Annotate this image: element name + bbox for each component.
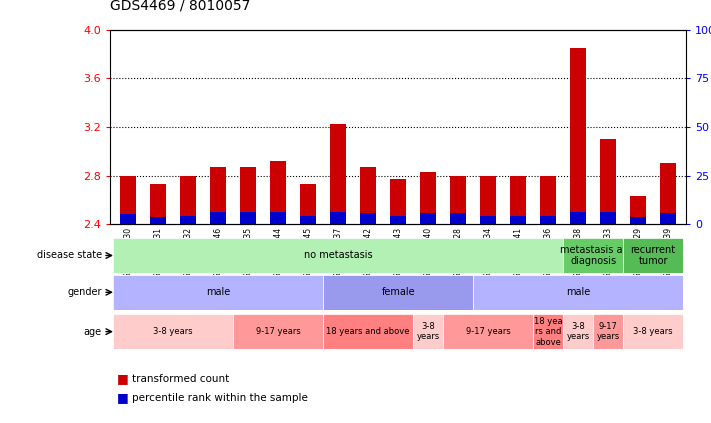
Text: male: male [206,287,230,297]
Bar [600,139,616,224]
Text: transformed count: transformed count [132,374,229,384]
Text: 9-17
years: 9-17 years [597,322,620,341]
Text: gender: gender [67,287,102,297]
Bar [240,212,257,224]
Bar [300,184,316,224]
Bar [330,124,346,224]
Bar [300,216,316,224]
Bar [540,176,557,224]
Bar [330,212,346,224]
Bar [120,176,137,224]
Bar [360,213,376,224]
Bar [450,213,466,224]
Text: 3-8
years: 3-8 years [567,322,589,341]
Text: female: female [381,287,415,297]
Text: no metastasis: no metastasis [304,250,373,261]
Bar [210,167,226,224]
Bar [450,176,466,224]
Text: 18 yea
rs and
above: 18 yea rs and above [534,317,562,346]
Bar [510,176,526,224]
Text: ■: ■ [117,391,129,404]
Bar [120,214,137,224]
Text: recurrent
tumor: recurrent tumor [631,244,675,266]
Bar [630,217,646,224]
Text: GDS4469 / 8010057: GDS4469 / 8010057 [110,0,250,13]
Text: percentile rank within the sample: percentile rank within the sample [132,393,307,403]
Bar [480,216,496,224]
Bar [270,161,287,224]
Text: 9-17 years: 9-17 years [466,327,510,336]
Bar [570,212,587,224]
Bar [210,212,226,224]
Bar [420,213,437,224]
Text: 3-8 years: 3-8 years [634,327,673,336]
Text: disease state: disease state [36,250,102,261]
Text: male: male [566,287,590,297]
Bar [660,163,676,224]
Bar [180,216,196,224]
Bar [630,196,646,224]
Text: 18 years and above: 18 years and above [326,327,410,336]
Text: 3-8
years: 3-8 years [417,322,440,341]
Text: 9-17 years: 9-17 years [256,327,301,336]
Bar [360,167,376,224]
Text: ■: ■ [117,372,129,385]
Bar [570,48,587,224]
Bar [150,184,166,224]
Bar [600,212,616,224]
Bar [510,216,526,224]
Text: age: age [84,327,102,337]
Bar [390,179,407,224]
Bar [480,176,496,224]
Bar [390,216,407,224]
Bar [270,212,287,224]
Text: 3-8 years: 3-8 years [154,327,193,336]
Bar [180,176,196,224]
Bar [540,216,557,224]
Bar [660,213,676,224]
Bar [240,167,257,224]
Bar [420,172,437,224]
Bar [150,217,166,224]
Text: metastasis at
diagnosis: metastasis at diagnosis [560,244,626,266]
